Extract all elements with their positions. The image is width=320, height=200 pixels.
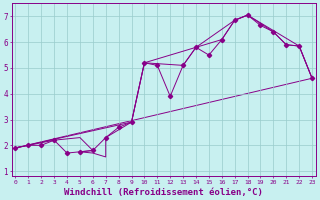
X-axis label: Windchill (Refroidissement éolien,°C): Windchill (Refroidissement éolien,°C) — [64, 188, 263, 197]
